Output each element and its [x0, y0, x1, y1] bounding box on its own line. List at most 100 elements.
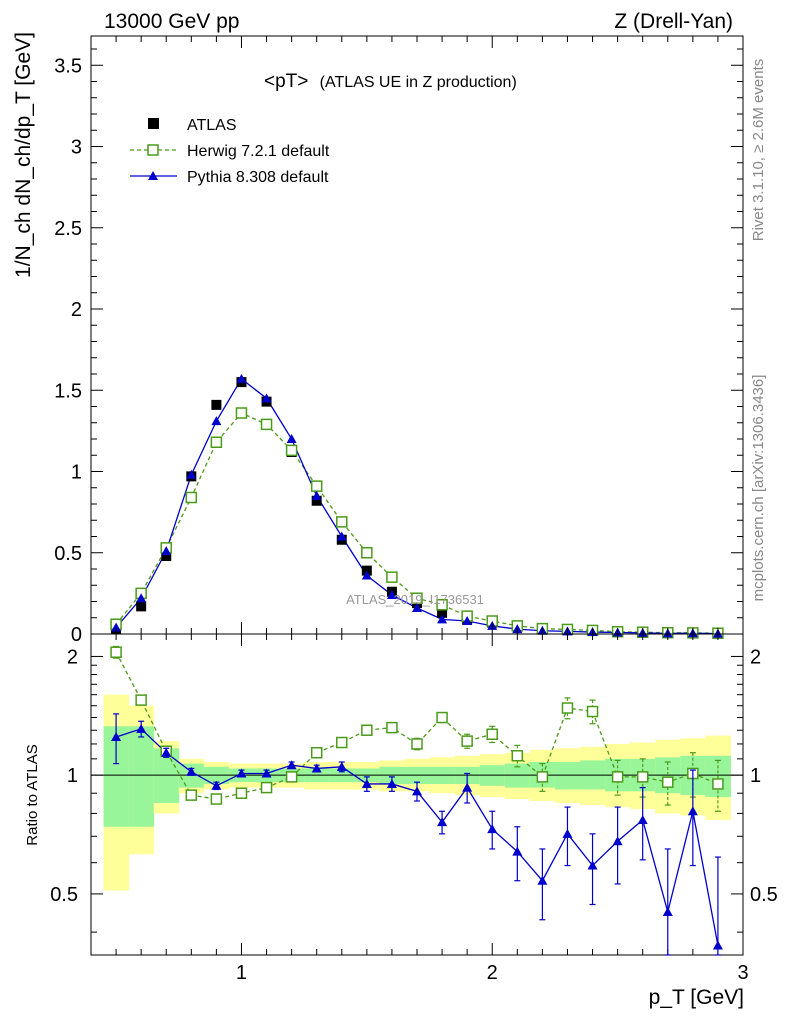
- pythia-point: [361, 570, 372, 580]
- legend-label-herwig: Herwig 7.2.1 default: [187, 143, 330, 160]
- legend-label-pythia: Pythia 8.308 default: [187, 169, 329, 186]
- herwig-ratio-point: [586, 705, 599, 718]
- watermark: ATLAS_2019_I1736531: [346, 592, 484, 607]
- y-tick-label-main: 2.5: [54, 218, 82, 240]
- header-right: Z (Drell-Yan): [614, 10, 733, 33]
- herwig-ratio-point: [511, 750, 524, 762]
- herwig-point: [310, 480, 323, 492]
- pythia-ratio-point: [462, 782, 473, 792]
- herwig-ratio-point: [461, 735, 473, 747]
- y-tick-label-main: 3.5: [54, 55, 82, 77]
- herwig-ratio-point: [536, 771, 549, 783]
- atlas-point: [437, 607, 448, 618]
- pythia-ratio-point: [587, 860, 598, 870]
- herwig-ratio-point: [361, 724, 373, 736]
- pythia-point: [386, 590, 397, 599]
- y-tick-label-main: 2: [71, 299, 82, 321]
- herwig-ratio-point: [636, 771, 649, 783]
- pythia-point: [211, 416, 222, 426]
- ratio-data-layer: [110, 645, 724, 956]
- pythia-ratio-point: [612, 836, 623, 846]
- pythia-ratio-point: [662, 906, 673, 916]
- header-left: 13000 GeV pp: [104, 10, 239, 33]
- herwig-point: [210, 436, 223, 448]
- pythia-point: [236, 373, 247, 383]
- pythia-point: [286, 434, 297, 443]
- rivet-label: Rivet 3.1.10, ≥ 2.6M events: [750, 59, 767, 242]
- y-tick-label-ratio: 1: [67, 765, 78, 787]
- herwig-point: [336, 516, 348, 528]
- pythia-ratio-point: [136, 723, 147, 733]
- pythia-point: [336, 531, 347, 541]
- pythia-ratio-point: [512, 846, 523, 856]
- legend-marker-herwig: [147, 144, 159, 156]
- legend-marker-atlas: [148, 118, 159, 129]
- x-tick-label: 2: [487, 962, 498, 984]
- pythia-ratio-point: [236, 768, 247, 778]
- atlas-point: [211, 399, 222, 410]
- legend-marker-pythia: [148, 171, 158, 180]
- plot-title-main: <pT>: [264, 71, 308, 92]
- x-tick-label: 1: [236, 962, 247, 984]
- atlas-point: [161, 551, 172, 561]
- herwig-ratio-point: [561, 702, 574, 714]
- herwig-point: [185, 491, 198, 504]
- x-axis-label: p_T [GeV]: [649, 986, 744, 1009]
- pythia-ratio-point: [111, 731, 122, 741]
- atlas-point: [136, 601, 147, 612]
- pythia-ratio-point: [286, 760, 297, 770]
- herwig-ratio-point: [185, 789, 198, 801]
- y-tick-label-main: 1.5: [54, 380, 82, 402]
- herwig-ratio-point: [210, 793, 223, 805]
- pythia-ratio-point: [712, 940, 723, 950]
- herwig-ratio-point: [662, 776, 674, 788]
- pythia-point: [311, 490, 322, 500]
- pythia-ratio-point: [537, 875, 548, 885]
- y-tick-label-ratio-right: 0.5: [750, 884, 778, 906]
- x-tick-label: 3: [737, 962, 748, 984]
- herwig-point: [260, 418, 273, 431]
- y-tick-label-ratio-right: 1: [750, 765, 761, 787]
- herwig-point: [285, 444, 298, 457]
- y-tick-label-ratio: 2: [67, 646, 78, 668]
- herwig-ratio-point: [336, 736, 348, 749]
- herwig-ratio-point: [110, 646, 122, 658]
- legend-label-atlas: ATLAS: [187, 117, 237, 134]
- y-tick-label-main: 0.5: [54, 543, 82, 565]
- y-axis-label-main: 1/N_ch dN_ch/dp_T [GeV]: [12, 32, 35, 278]
- pythia-point: [111, 622, 122, 632]
- pythia-point: [161, 546, 172, 556]
- herwig-ratio-point: [436, 711, 448, 724]
- y-axis-label-ratio: Ratio to ATLAS: [24, 744, 41, 845]
- pythia-point: [261, 393, 272, 403]
- herwig-ratio-point: [411, 738, 423, 750]
- herwig-ratio-point: [310, 746, 323, 759]
- pythia-ratio-point: [211, 780, 222, 790]
- y-tick-label-main: 1: [71, 462, 82, 484]
- legend: ATLAS Herwig 7.2.1 default Pythia 8.308 …: [130, 117, 330, 186]
- pythia-ratio-point: [361, 778, 372, 788]
- band-inner-bin: [554, 761, 581, 790]
- herwig-ratio-point: [285, 771, 298, 783]
- herwig-ratio-point: [386, 721, 398, 734]
- herwig-point: [361, 547, 373, 559]
- plot-title: <pT> (ATLAS UE in Z production): [264, 71, 517, 92]
- pythia-ratio-point: [161, 747, 172, 757]
- plot-title-sub: (ATLAS UE in Z production): [320, 74, 517, 91]
- pythia-ratio-point: [261, 768, 272, 778]
- herwig-point: [235, 407, 248, 419]
- pythia-ratio-point: [186, 766, 197, 776]
- herwig-ratio-point: [712, 778, 724, 790]
- pythia-ratio-point: [386, 778, 397, 788]
- pythia-ratio-point: [437, 817, 448, 827]
- pythia-point: [437, 614, 448, 624]
- herwig-ratio-point: [486, 728, 498, 740]
- herwig-ratio-point: [235, 787, 248, 799]
- pythia-ratio-point: [562, 828, 573, 838]
- y-tick-label-main: 3: [71, 137, 82, 159]
- ratio-axes: 1 2 3 0.5 0.5 1 1 2 2: [50, 622, 778, 984]
- pythia-ratio-point: [336, 761, 347, 771]
- pythia-ratio-point: [637, 814, 648, 824]
- pythia-point: [412, 603, 422, 612]
